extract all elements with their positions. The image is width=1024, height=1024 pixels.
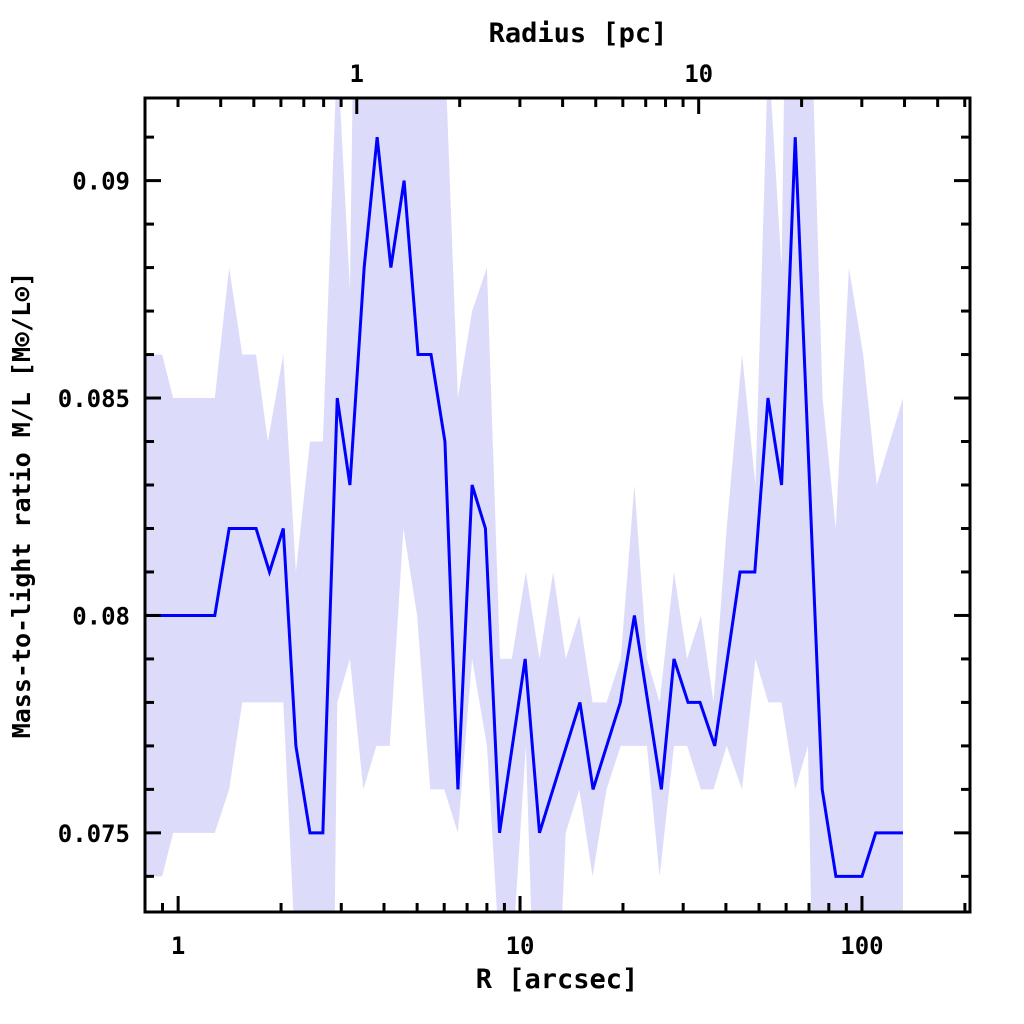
top-x-tick-label: 10 — [684, 60, 713, 88]
x-tick-label: 1 — [171, 932, 185, 960]
error-band — [145, 98, 903, 912]
y-axis-label: Mass-to-light ratio M/L [M⊙/L⊙] — [7, 272, 36, 739]
tick-layer — [143, 98, 970, 912]
series-line-m-l — [145, 136, 903, 878]
plot-frame — [143, 96, 972, 914]
error-band-layer — [145, 98, 903, 912]
top-x-axis-label: Radius [pc] — [489, 18, 668, 49]
y-tick-label: 0.09 — [72, 168, 130, 196]
y-tick-label: 0.08 — [72, 602, 130, 630]
tick-label-layer: 1 10 100 1 10 0.075 0.08 0.085 0.09 — [58, 60, 884, 960]
x-tick-label: 100 — [840, 932, 883, 960]
x-axis-label: R [arcsec] — [476, 964, 639, 995]
x-tick-label: 10 — [506, 932, 535, 960]
top-x-tick-label: 1 — [350, 60, 364, 88]
line-layer — [145, 136, 903, 878]
y-tick-label: 0.085 — [58, 385, 130, 413]
y-tick-label: 0.075 — [58, 820, 130, 848]
